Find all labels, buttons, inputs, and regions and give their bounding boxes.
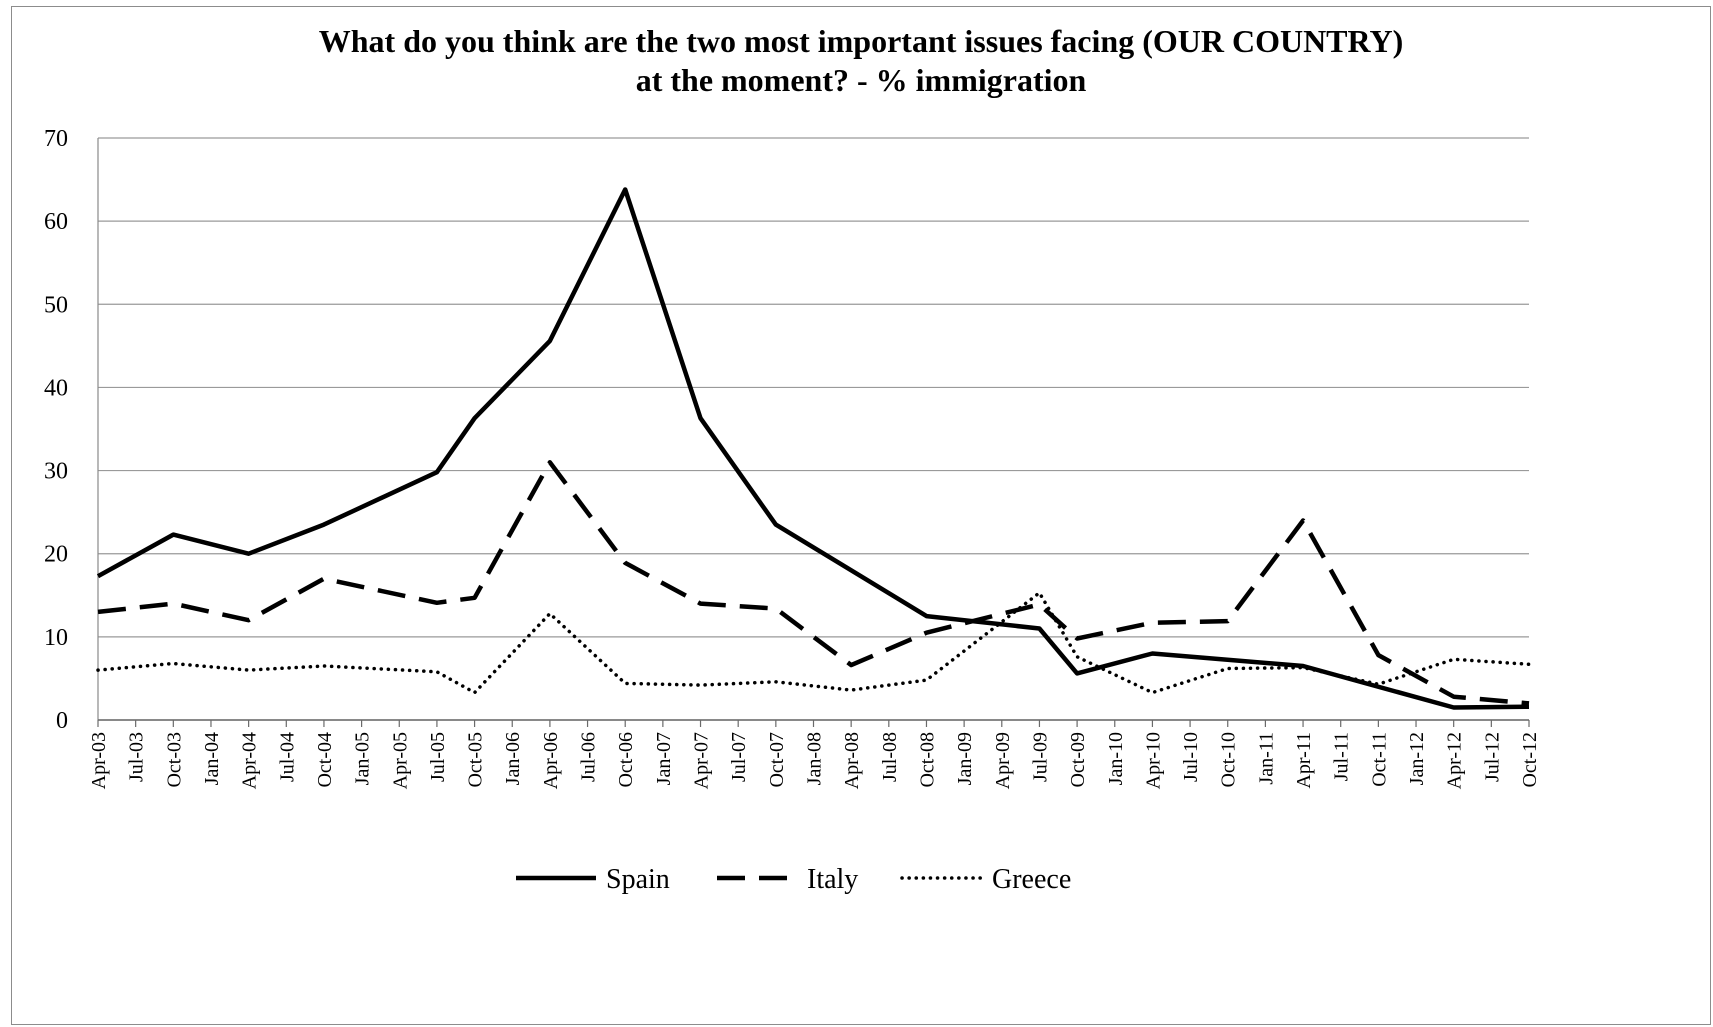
x-tick-label: Oct-07 xyxy=(766,732,788,788)
x-tick-label: Jan-11 xyxy=(1255,732,1277,785)
x-tick-label: Jul-07 xyxy=(728,732,750,782)
x-tick-label: Apr-06 xyxy=(540,732,562,789)
y-tick-label: 0 xyxy=(56,708,68,734)
y-tick-label: 20 xyxy=(44,542,68,568)
x-tick-label: Oct-06 xyxy=(615,732,637,788)
x-tick-label: Jul-12 xyxy=(1481,732,1503,782)
x-tick-label: Jul-04 xyxy=(276,732,298,782)
x-tick-label: Jul-10 xyxy=(1180,732,1202,782)
series-line-spain xyxy=(96,187,1530,710)
x-tick-label: Jan-04 xyxy=(201,732,223,785)
chart-frame: What do you think are the two most impor… xyxy=(11,6,1711,1025)
chart-title: What do you think are the two most impor… xyxy=(319,23,1404,98)
x-tick-label: Apr-09 xyxy=(992,732,1014,789)
x-tick-label: Apr-05 xyxy=(389,732,411,789)
x-tick-label: Apr-11 xyxy=(1293,732,1315,789)
y-tick-label: 40 xyxy=(44,375,68,401)
x-tick-label: Jan-07 xyxy=(653,732,675,785)
x-tick-label: Jan-10 xyxy=(1105,732,1127,785)
x-tick-label: Jul-09 xyxy=(1029,732,1051,782)
x-tick-label: Oct-05 xyxy=(465,732,487,788)
chart-title-line-2: at the moment? - % immigration xyxy=(636,62,1087,98)
series-lines xyxy=(96,187,1531,710)
x-axis: Apr-03 Jul-03 Oct-03 Jan-04 Apr-04 Jul-04 Oct-… xyxy=(88,719,1541,789)
x-tick-label: Jul-05 xyxy=(427,732,449,782)
legend-label-italy: Italy xyxy=(807,864,858,895)
legend: Spain Italy Greece xyxy=(516,864,1071,895)
legend-label-greece: Greece xyxy=(992,864,1071,895)
x-tick-label: Oct-03 xyxy=(163,732,185,788)
x-tick-label: Oct-11 xyxy=(1368,732,1390,787)
x-tick-label: Jul-03 xyxy=(126,732,148,782)
x-tick-label: Oct-08 xyxy=(916,732,938,788)
y-tick-label: 30 xyxy=(44,459,68,485)
x-tick-label: Oct-12 xyxy=(1519,732,1541,788)
x-tick-label: Apr-08 xyxy=(841,732,863,789)
line-chart: What do you think are the two most impor… xyxy=(44,23,1541,895)
x-tick-label: Apr-03 xyxy=(88,732,110,789)
x-tick-label: Oct-04 xyxy=(314,732,336,788)
legend-label-spain: Spain xyxy=(606,864,670,895)
x-tick-label: Jul-08 xyxy=(879,732,901,782)
x-tick-label: Jan-08 xyxy=(804,732,826,785)
x-tick-label: Apr-07 xyxy=(691,732,713,789)
y-tick-label: 50 xyxy=(44,292,68,318)
x-tick-label: Apr-04 xyxy=(239,732,261,789)
x-tick-label: Oct-09 xyxy=(1067,732,1089,788)
x-tick-label: Jan-09 xyxy=(954,732,976,785)
y-axis: 0 10 20 30 40 50 60 70 xyxy=(44,126,99,734)
y-tick-label: 10 xyxy=(44,625,68,651)
x-tick-label: Oct-10 xyxy=(1218,732,1240,788)
y-tick-label: 70 xyxy=(44,126,68,152)
series-line-italy xyxy=(97,460,1530,706)
x-tick-label: Jan-06 xyxy=(502,732,524,785)
gridlines xyxy=(98,137,1529,721)
x-tick-label: Jan-05 xyxy=(352,732,374,785)
x-tick-label: Jul-06 xyxy=(578,732,600,782)
x-tick-label: Jan-12 xyxy=(1406,732,1428,785)
x-tick-label: Apr-12 xyxy=(1444,732,1466,789)
y-tick-label: 60 xyxy=(44,209,68,235)
chart-title-line-1: What do you think are the two most impor… xyxy=(319,23,1404,59)
x-tick-label: Apr-10 xyxy=(1142,732,1164,789)
series-line-greece xyxy=(96,591,1531,695)
x-tick-label: Jul-11 xyxy=(1331,732,1353,781)
